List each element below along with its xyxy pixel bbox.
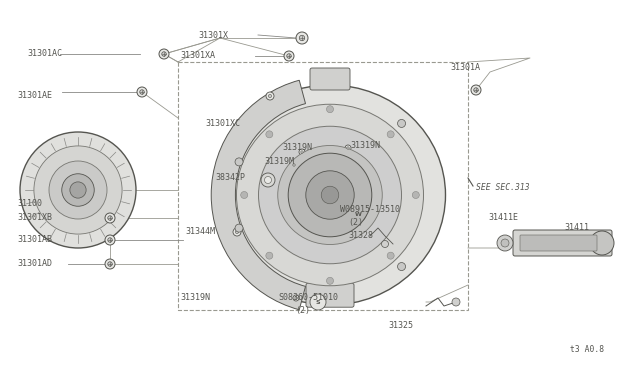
- Circle shape: [20, 132, 136, 248]
- Text: S: S: [316, 299, 320, 305]
- Circle shape: [105, 235, 115, 245]
- Circle shape: [268, 94, 271, 97]
- Circle shape: [284, 51, 294, 61]
- Text: 31301AD: 31301AD: [17, 260, 52, 269]
- Circle shape: [387, 131, 394, 138]
- Circle shape: [49, 161, 107, 219]
- Circle shape: [296, 32, 308, 44]
- Circle shape: [326, 106, 333, 113]
- Text: 31319N: 31319N: [180, 294, 210, 302]
- Text: 31411: 31411: [564, 224, 589, 232]
- Circle shape: [310, 294, 326, 310]
- Text: 31301XC: 31301XC: [205, 119, 240, 128]
- Text: 31301AB: 31301AB: [17, 235, 52, 244]
- Circle shape: [350, 206, 366, 222]
- Circle shape: [162, 52, 166, 56]
- Circle shape: [501, 239, 509, 247]
- Text: SEE SEC.313: SEE SEC.313: [476, 183, 530, 192]
- Circle shape: [471, 85, 481, 95]
- Circle shape: [301, 151, 303, 153]
- Ellipse shape: [278, 145, 382, 244]
- Circle shape: [105, 259, 115, 269]
- Text: 31344M: 31344M: [185, 228, 215, 237]
- Text: 31319N: 31319N: [350, 141, 380, 150]
- Wedge shape: [211, 80, 305, 310]
- Circle shape: [287, 54, 291, 58]
- Circle shape: [397, 119, 406, 128]
- Circle shape: [159, 49, 169, 59]
- Circle shape: [70, 182, 86, 198]
- Circle shape: [235, 158, 243, 166]
- Text: 31411E: 31411E: [488, 214, 518, 222]
- Bar: [178, 62, 468, 310]
- Circle shape: [474, 88, 478, 92]
- Text: 31301XB: 31301XB: [17, 214, 52, 222]
- Circle shape: [266, 131, 273, 138]
- Circle shape: [266, 252, 273, 259]
- Circle shape: [300, 35, 305, 41]
- Ellipse shape: [237, 104, 424, 286]
- Circle shape: [140, 90, 144, 94]
- Circle shape: [241, 192, 248, 199]
- Text: S08360-51010: S08360-51010: [278, 294, 338, 302]
- Circle shape: [306, 171, 354, 219]
- Circle shape: [236, 230, 239, 234]
- FancyBboxPatch shape: [520, 235, 597, 251]
- Circle shape: [288, 153, 372, 237]
- Circle shape: [235, 224, 243, 232]
- Circle shape: [61, 174, 94, 206]
- Circle shape: [347, 147, 349, 149]
- Circle shape: [397, 263, 406, 270]
- Circle shape: [321, 186, 339, 204]
- Text: 31301A: 31301A: [450, 64, 480, 73]
- Circle shape: [108, 262, 112, 266]
- Circle shape: [293, 295, 299, 301]
- Circle shape: [381, 241, 388, 247]
- Text: 31301AE: 31301AE: [17, 92, 52, 100]
- Text: 31325: 31325: [388, 321, 413, 330]
- Ellipse shape: [214, 85, 445, 305]
- Text: 38342P: 38342P: [215, 173, 245, 183]
- Circle shape: [387, 252, 394, 259]
- Circle shape: [108, 216, 112, 220]
- Circle shape: [137, 87, 147, 97]
- Circle shape: [293, 164, 295, 166]
- Text: 31301XA: 31301XA: [180, 51, 215, 61]
- FancyBboxPatch shape: [310, 68, 350, 90]
- Circle shape: [291, 162, 297, 168]
- Text: 31100: 31100: [17, 199, 42, 208]
- Text: 31301AC: 31301AC: [27, 49, 62, 58]
- Circle shape: [264, 176, 271, 183]
- Circle shape: [266, 92, 274, 100]
- FancyBboxPatch shape: [513, 230, 612, 256]
- Circle shape: [497, 235, 513, 251]
- Text: 31328: 31328: [348, 231, 373, 241]
- Text: 31301X: 31301X: [198, 31, 228, 39]
- Circle shape: [233, 228, 241, 236]
- Circle shape: [108, 238, 112, 242]
- Circle shape: [412, 192, 419, 199]
- Circle shape: [326, 277, 333, 284]
- Circle shape: [345, 145, 351, 151]
- Text: (2): (2): [348, 218, 363, 227]
- Text: W: W: [355, 212, 362, 217]
- Circle shape: [452, 298, 460, 306]
- Circle shape: [105, 213, 115, 223]
- FancyBboxPatch shape: [306, 283, 354, 307]
- Text: t3 A0.8: t3 A0.8: [570, 346, 604, 355]
- Text: 31319N: 31319N: [282, 144, 312, 153]
- Text: W08915-13510: W08915-13510: [340, 205, 400, 215]
- Text: 31319M: 31319M: [264, 157, 294, 167]
- Circle shape: [295, 297, 297, 299]
- Ellipse shape: [259, 126, 401, 264]
- Circle shape: [34, 146, 122, 234]
- Circle shape: [299, 149, 305, 155]
- Text: (2): (2): [295, 305, 310, 314]
- Circle shape: [261, 173, 275, 187]
- Circle shape: [590, 231, 614, 255]
